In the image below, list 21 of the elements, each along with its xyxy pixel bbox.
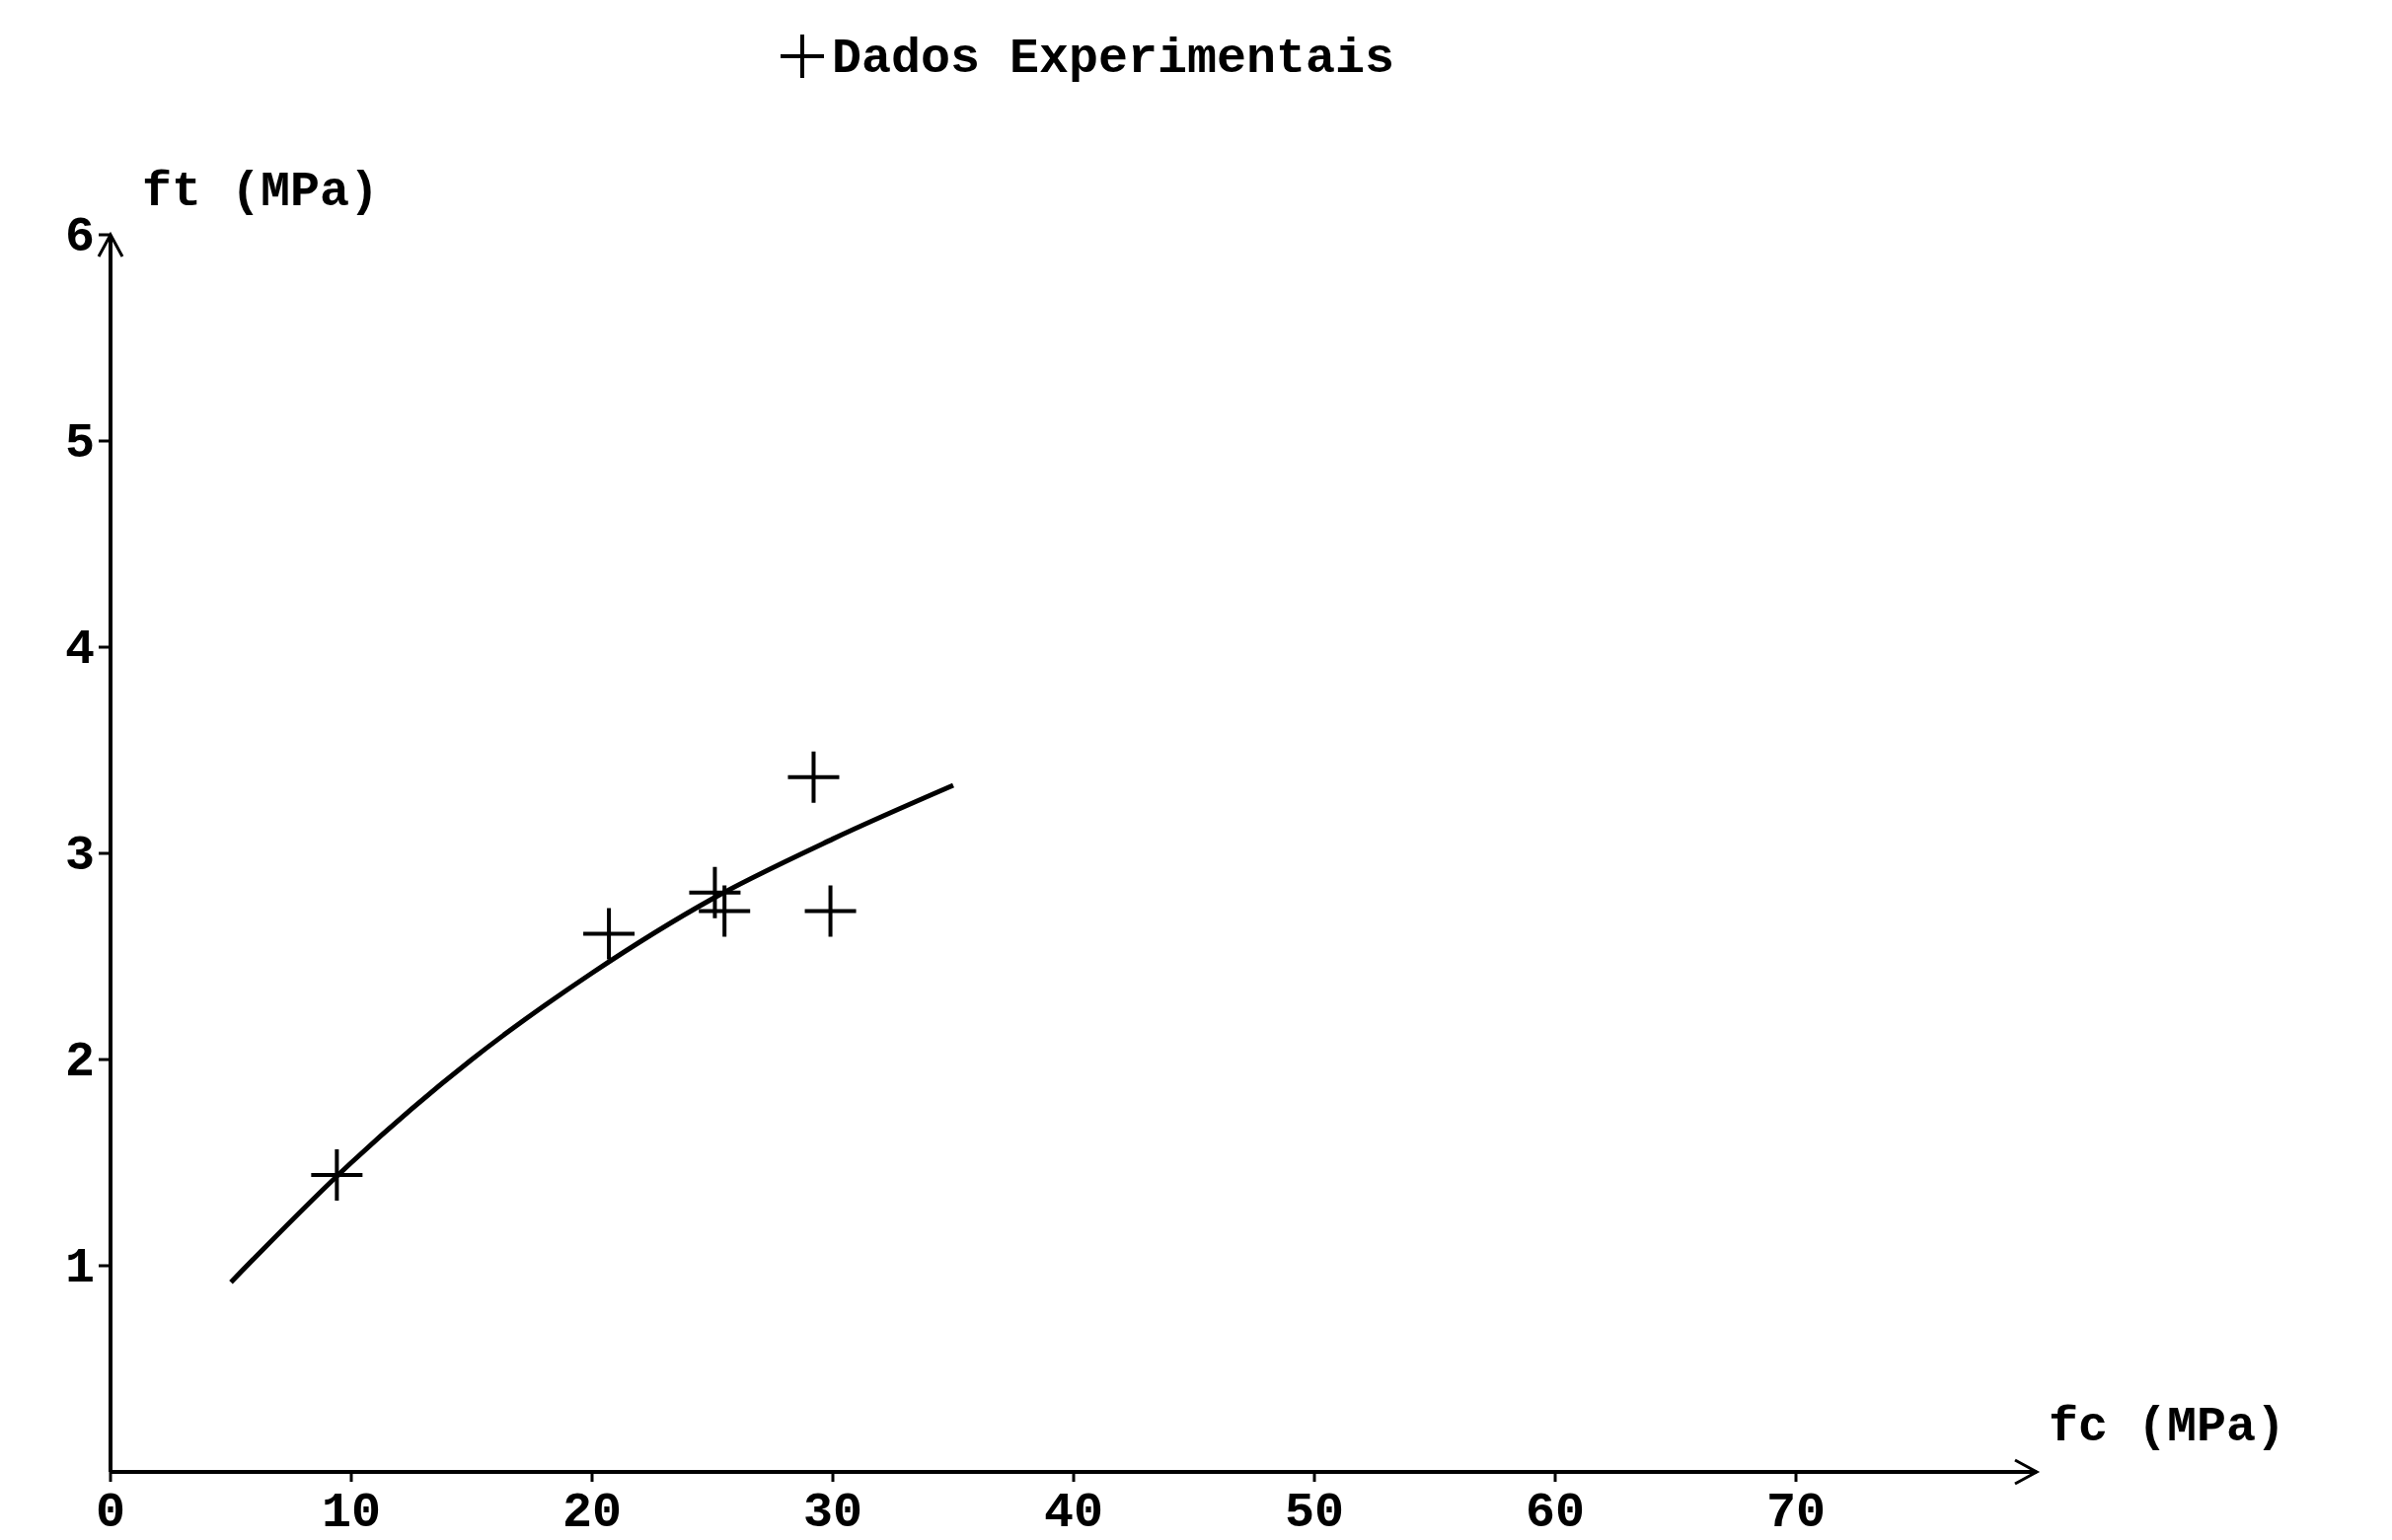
x-tick-label: 10 [321, 1485, 382, 1540]
y-tick-label: 1 [64, 1240, 95, 1296]
x-tick-label: 70 [1765, 1485, 1827, 1540]
x-tick-label: 0 [95, 1485, 126, 1540]
y-tick-label: 5 [64, 415, 95, 472]
point [787, 751, 840, 803]
legend-label: Dados Experimentais [832, 31, 1395, 87]
y-tick-label: 4 [64, 622, 95, 678]
y-axis-title: ft (MPa) [142, 164, 380, 220]
x-tick-label: 20 [561, 1485, 623, 1540]
point [699, 885, 751, 937]
x-tick-label: 40 [1043, 1485, 1104, 1540]
y-tick-label: 6 [64, 209, 95, 265]
x-tick-label: 50 [1284, 1485, 1345, 1540]
x-tick-label: 60 [1525, 1485, 1586, 1540]
x-tick-label: 30 [802, 1485, 863, 1540]
point [583, 908, 635, 960]
y-tick-label: 3 [64, 828, 95, 884]
x-axis-title: fc (MPa) [2049, 1399, 2286, 1455]
y-tick-label: 2 [64, 1034, 95, 1090]
point [804, 885, 857, 937]
